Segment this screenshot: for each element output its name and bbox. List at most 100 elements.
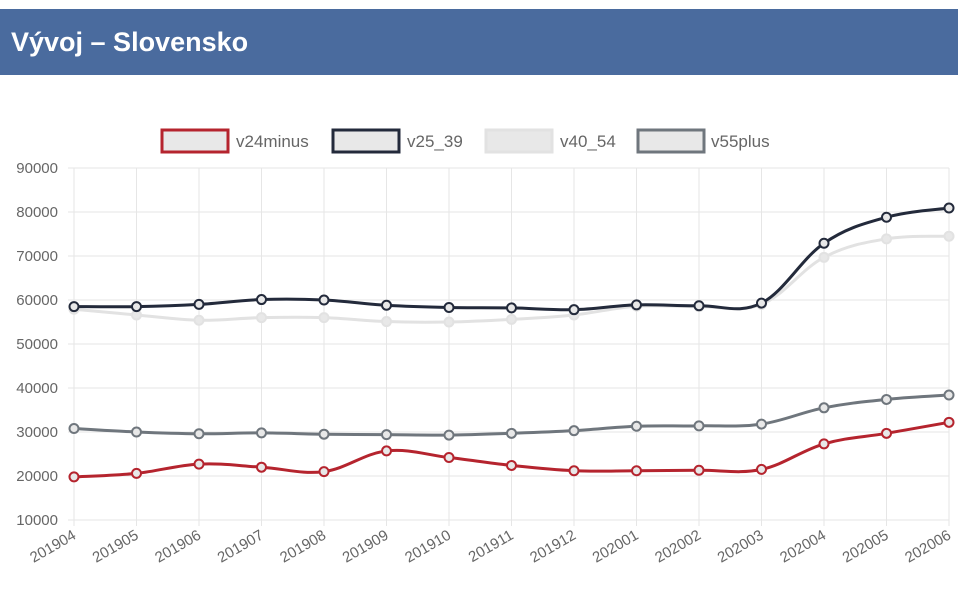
data-point — [381, 316, 392, 328]
y-tick-label: 20000 — [16, 468, 58, 485]
x-tick-label: 201907 — [215, 527, 267, 567]
data-point — [193, 314, 205, 326]
x-tick-label: 201908 — [277, 527, 329, 567]
data-point — [631, 420, 642, 432]
y-tick-label: 90000 — [16, 160, 58, 177]
data-point — [131, 301, 142, 313]
x-tick-label: 202002 — [652, 527, 704, 567]
series-v24minus — [68, 416, 955, 483]
data-point — [318, 312, 330, 324]
data-point — [193, 458, 205, 470]
legend-item-v40_54[interactable]: v40_54 — [484, 128, 616, 154]
data-point — [131, 426, 142, 438]
series-v55plus — [68, 389, 955, 441]
data-point — [443, 301, 455, 313]
data-point — [256, 427, 267, 439]
x-tick-label: 202004 — [777, 527, 829, 567]
series-v25_39 — [68, 202, 955, 316]
data-point — [818, 402, 830, 414]
chart-grid — [68, 167, 950, 526]
data-point — [506, 427, 517, 439]
y-tick-label: 50000 — [16, 336, 58, 353]
x-tick-label: 201909 — [340, 527, 392, 567]
legend-swatch — [160, 128, 230, 154]
data-point — [943, 389, 955, 401]
legend-label: v55plus — [711, 132, 770, 151]
x-tick-label: 201910 — [402, 527, 454, 567]
legend-swatch — [331, 128, 401, 154]
data-point — [881, 233, 892, 245]
y-tick-label: 70000 — [16, 248, 58, 265]
data-point — [943, 202, 955, 214]
legend-label: v40_54 — [560, 132, 616, 151]
data-point — [693, 464, 705, 476]
data-point — [443, 429, 455, 441]
data-point — [68, 422, 80, 434]
legend-item-v24minus[interactable]: v24minus — [160, 128, 309, 154]
data-point — [443, 452, 455, 464]
legend-swatch — [484, 128, 554, 154]
legend-label: v24minus — [236, 132, 309, 151]
data-point — [881, 427, 892, 439]
legend-label: v25_39 — [407, 132, 463, 151]
data-point — [756, 463, 767, 475]
data-point — [68, 471, 80, 483]
data-point — [881, 393, 892, 405]
data-point — [631, 299, 642, 311]
data-point — [193, 298, 205, 310]
data-point — [131, 467, 142, 479]
data-point — [818, 237, 830, 249]
data-point — [318, 428, 330, 440]
data-point — [568, 425, 580, 437]
data-point — [818, 438, 830, 450]
data-point — [318, 294, 330, 306]
data-point — [193, 428, 205, 440]
x-tick-label: 201904 — [27, 527, 79, 567]
y-tick-label: 10000 — [16, 512, 58, 529]
y-tick-label: 60000 — [16, 292, 58, 309]
data-point — [381, 445, 392, 457]
data-point — [318, 466, 330, 478]
page-title: Vývoj – Slovensko — [0, 9, 958, 75]
y-axis-ticks: 90000 80000 70000 60000 50000 40000 30000 20000… — [16, 160, 58, 529]
data-point — [568, 304, 580, 316]
x-axis-ticks: 201904 201905 201906 201907 201908 201909 2019… — [27, 527, 954, 567]
data-point — [881, 211, 892, 223]
data-point — [693, 420, 705, 432]
legend-swatch — [636, 128, 706, 154]
data-point — [381, 429, 392, 441]
data-point — [443, 316, 455, 328]
data-point — [381, 299, 392, 311]
data-point — [568, 465, 580, 477]
x-tick-label: 202006 — [902, 527, 954, 567]
x-tick-label: 201911 — [466, 527, 517, 566]
legend-item-v55plus[interactable]: v55plus — [636, 128, 770, 154]
data-point — [756, 297, 767, 309]
data-point — [943, 230, 955, 242]
x-tick-label: 202003 — [715, 527, 767, 567]
data-point — [68, 301, 80, 313]
data-point — [506, 459, 517, 471]
data-point — [756, 418, 767, 430]
y-tick-label: 30000 — [16, 424, 58, 441]
x-tick-label: 202001 — [590, 527, 642, 567]
x-tick-label: 201912 — [527, 527, 579, 567]
data-point — [256, 312, 267, 324]
data-point — [943, 416, 955, 428]
data-point — [631, 465, 642, 477]
data-point — [256, 461, 267, 473]
data-point — [506, 302, 517, 314]
data-point — [693, 300, 705, 312]
series-line-v40_54 — [73, 234, 950, 324]
x-tick-label: 201905 — [90, 527, 142, 567]
series-line-v25_39 — [73, 206, 950, 312]
legend-item-v25_39[interactable]: v25_39 — [331, 128, 463, 154]
x-tick-label: 201906 — [152, 527, 204, 567]
y-tick-label: 80000 — [16, 204, 58, 221]
y-tick-label: 40000 — [16, 380, 58, 397]
chart-series — [68, 202, 955, 483]
data-point — [506, 313, 517, 325]
x-tick-label: 202005 — [840, 527, 892, 567]
chart-legend: v24minus v25_39 v40_54 v55plus — [160, 128, 770, 154]
